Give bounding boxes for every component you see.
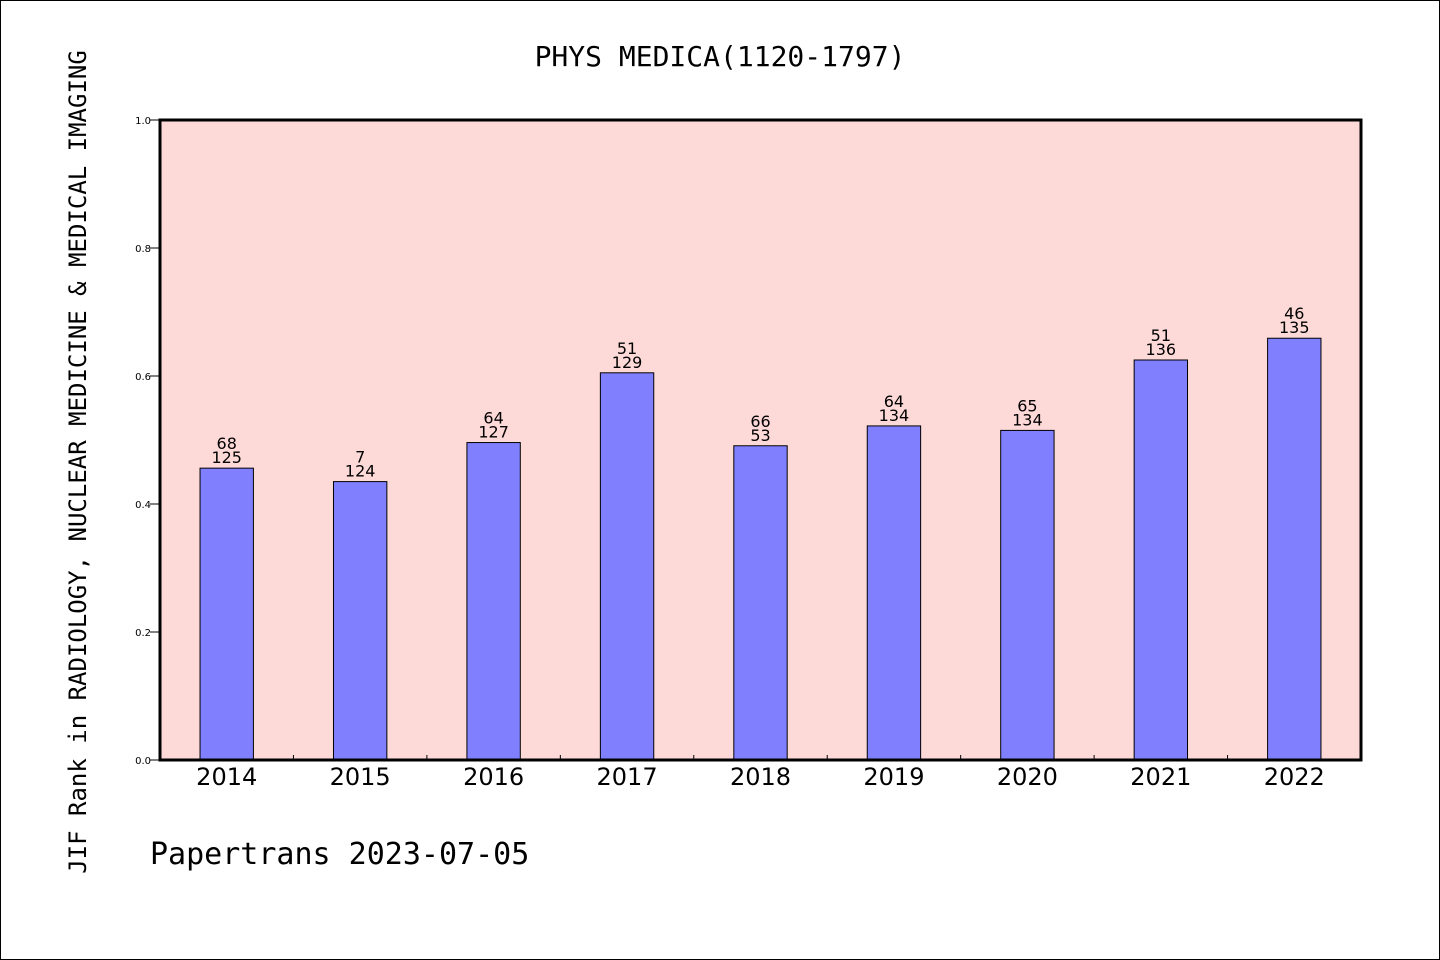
bar-label-top: 46 [1284, 304, 1304, 323]
bar-2016 [466, 442, 521, 761]
bar-2019 [866, 425, 922, 761]
bar-label-bottom: 135 [1279, 318, 1310, 337]
bar-label-bottom: 134 [1012, 410, 1043, 429]
x-axis-ticks: 2014 2015 2016 2017 2018 2019 2020 2021 2022 [196, 755, 1325, 791]
y-tick-label: 0.0 [135, 756, 151, 767]
bar-2015 [332, 481, 388, 761]
bar-label-bottom: 129 [612, 353, 643, 372]
y-axis-ticks: 0.0 0.2 0.4 0.6 0.8 1.0 [135, 116, 160, 767]
bar-label-top: 68 [217, 434, 237, 453]
footer-source-date: Papertrans 2023-07-05 [150, 837, 529, 872]
bar-2018 [733, 445, 788, 761]
x-tick-label: 2019 [863, 763, 924, 791]
x-tick-label: 2015 [330, 763, 391, 791]
bars [199, 337, 1322, 761]
bar-label-bottom: 124 [345, 462, 376, 481]
y-axis-label: JIF Rank in RADIOLOGY, NUCLEAR MEDICINE … [64, 50, 92, 874]
bar-label-top: 51 [1151, 326, 1171, 345]
bar-label-bottom: 136 [1146, 340, 1177, 359]
bar-2021 [1133, 359, 1189, 761]
x-tick-label: 2020 [997, 763, 1058, 791]
y-tick-label: 0.8 [135, 244, 151, 255]
bar-2020 [1000, 429, 1055, 761]
bar-label-top: 64 [884, 392, 904, 411]
x-tick-label: 2014 [196, 763, 257, 791]
bar-2014 [199, 467, 254, 761]
bar-label-top: 51 [617, 339, 637, 358]
bar-label-bottom: 134 [879, 406, 910, 425]
y-tick-label: 0.2 [135, 628, 151, 639]
y-tick-label: 0.6 [135, 372, 151, 383]
bar-label-top: 66 [750, 412, 770, 431]
y-tick-label: 0.4 [135, 500, 151, 511]
bar-2017 [599, 372, 655, 761]
bar-label-top: 65 [1017, 396, 1037, 415]
plot-border [158, 118, 1363, 762]
y-tick-label: 1.0 [135, 116, 151, 127]
bar-label-bottom: 125 [211, 448, 242, 467]
bar-2022 [1267, 337, 1322, 761]
bar-label-bottom: 53 [750, 426, 770, 445]
chart-title: PHYS MEDICA(1120-1797) [535, 40, 906, 73]
x-tick-label: 2016 [463, 763, 524, 791]
bar-label-bottom: 127 [478, 423, 509, 442]
x-tick-label: 2018 [730, 763, 791, 791]
bar-label-top: 64 [483, 409, 503, 428]
x-tick-label: 2017 [597, 763, 658, 791]
x-tick-label: 2021 [1130, 763, 1191, 791]
x-tick-label: 2022 [1264, 763, 1325, 791]
bar-label-top: 7 [355, 448, 365, 467]
